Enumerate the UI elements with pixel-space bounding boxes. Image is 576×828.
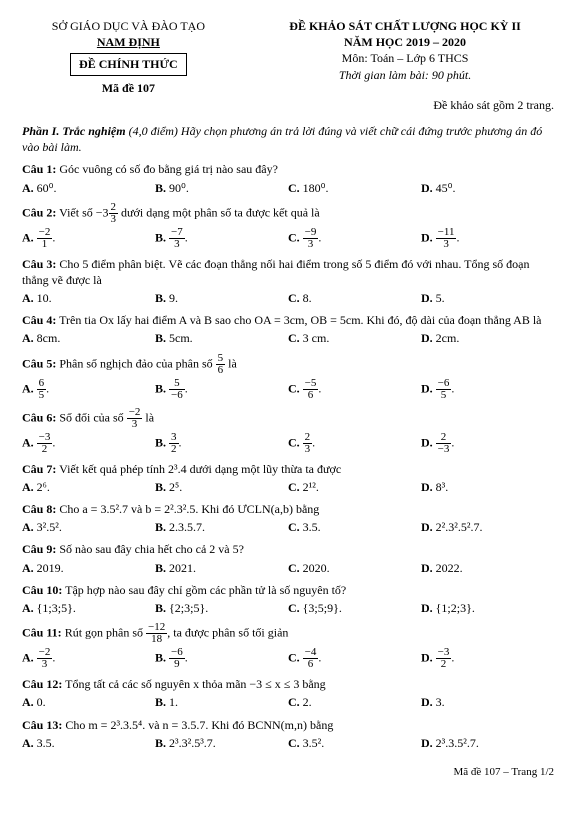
section-title: Phần I. Trắc nghiệm bbox=[22, 124, 126, 138]
page-footer: Mã đề 107 – Trang 1/2 bbox=[22, 765, 554, 780]
question-3: Câu 3: Cho 5 điểm phân biệt. Vẽ các đoạn… bbox=[22, 256, 554, 307]
exam-code: Mã đề 107 bbox=[22, 80, 235, 96]
question-2: Câu 2: Viết số −323 dưới dạng một phân s… bbox=[22, 202, 554, 250]
q11-pre: Rút gọn phân số bbox=[65, 625, 146, 639]
q3-options: A. 10. B. 9. C. 8. D. 5. bbox=[22, 290, 554, 306]
q1-text: Góc vuông có số đo bằng giá trị nào sau … bbox=[59, 162, 278, 176]
q11-options: A. −23. B. −69. C. −46. D. −32. bbox=[22, 647, 554, 670]
q12-options: A. 0. B. 1. C. 2. D. 3. bbox=[22, 694, 554, 710]
q6-options: A. −32. B. 32. C. 23. D. 2−3. bbox=[22, 432, 554, 455]
page-note: Đề khảo sát gồm 2 trang. bbox=[256, 97, 554, 113]
q10-options: A. {1;3;5}. B. {2;3;5}. C. {3;5;9}. D. {… bbox=[22, 600, 554, 616]
q2-post: dưới dạng một phân số ta được kết quả là bbox=[118, 205, 320, 219]
question-4: Câu 4: Trên tia Ox lấy hai điểm A và B s… bbox=[22, 312, 554, 346]
q8-text: Cho a = 3.5².7 và b = 2².3².5. Khi đó ƯC… bbox=[59, 502, 319, 516]
org-line2: NAM ĐỊNH bbox=[22, 34, 235, 50]
q5-post: là bbox=[225, 356, 237, 370]
q13-options: A. 3.5. B. 2³.3².5³.7. C. 3.5². D. 2³.3.… bbox=[22, 735, 554, 751]
q12-text: Tổng tất cả các số nguyên x thỏa mãn −3 … bbox=[65, 677, 326, 691]
q1-D: 45⁰. bbox=[436, 181, 456, 195]
header-left: SỞ GIÁO DỤC VÀ ĐÀO TẠO NAM ĐỊNH ĐỀ CHÍNH… bbox=[22, 18, 235, 113]
section-header: Phần I. Trắc nghiệm (4,0 điểm) Hãy chọn … bbox=[22, 123, 554, 155]
header: SỞ GIÁO DỤC VÀ ĐÀO TẠO NAM ĐỊNH ĐỀ CHÍNH… bbox=[22, 18, 554, 113]
q3-text: Cho 5 điểm phân biệt. Vẽ các đoạn thẳng … bbox=[22, 257, 530, 287]
subject-line: Môn: Toán – Lớp 6 THCS bbox=[256, 50, 554, 66]
header-right: ĐỀ KHẢO SÁT CHẤT LƯỢNG HỌC KỲ II NĂM HỌC… bbox=[256, 18, 554, 113]
q9-options: A. 2019. B. 2021. C. 2020. D. 2022. bbox=[22, 560, 554, 576]
question-1: Câu 1: Góc vuông có số đo bằng giá trị n… bbox=[22, 161, 554, 195]
question-7: Câu 7: Viết kết quả phép tính 2³.4 dưới … bbox=[22, 461, 554, 495]
official-box: ĐỀ CHÍNH THỨC bbox=[70, 53, 187, 75]
question-9: Câu 9: Số nào sau đây chia hết cho cả 2 … bbox=[22, 541, 554, 575]
question-6: Câu 6: Số đối của số −23 là A. −32. B. 3… bbox=[22, 407, 554, 455]
question-13: Câu 13: Cho m = 2³.3.5⁴. và n = 3.5.7. K… bbox=[22, 717, 554, 751]
question-10: Câu 10: Tập hợp nào sau đây chỉ gồm các … bbox=[22, 582, 554, 616]
q6-pre: Số đối của số bbox=[59, 410, 126, 424]
q2-options: A. −21. B. −73. C. −93. D. −113. bbox=[22, 227, 554, 250]
title-year: NĂM HỌC 2019 – 2020 bbox=[256, 34, 554, 50]
q11-post: , ta được phân số tối giản bbox=[167, 625, 288, 639]
org-line1: SỞ GIÁO DỤC VÀ ĐÀO TẠO bbox=[22, 18, 235, 34]
q9-text: Số nào sau đây chia hết cho cả 2 và 5? bbox=[59, 542, 244, 556]
q8-options: A. 3².5². B. 2.3.5.7. C. 3.5. D. 2².3².5… bbox=[22, 519, 554, 535]
q5-pre: Phân số nghịch đảo của phân số bbox=[59, 356, 215, 370]
q1-A: 60⁰. bbox=[37, 181, 57, 195]
question-8: Câu 8: Cho a = 3.5².7 và b = 2².3².5. Kh… bbox=[22, 501, 554, 535]
title-line1: ĐỀ KHẢO SÁT CHẤT LƯỢNG HỌC KỲ II bbox=[256, 18, 554, 34]
q4-options: A. 8cm. B. 5cm. C. 3 cm. D. 2cm. bbox=[22, 330, 554, 346]
q1-options: A. 60⁰. B. 90⁰. C. 180⁰. D. 45⁰. bbox=[22, 180, 554, 196]
q1-C: 180⁰. bbox=[303, 181, 329, 195]
q13-text: Cho m = 2³.3.5⁴. và n = 3.5.7. Khi đó BC… bbox=[65, 718, 333, 732]
q10-text: Tập hợp nào sau đây chỉ gồm các phần tử … bbox=[65, 583, 346, 597]
duration-line: Thời gian làm bài: 90 phút. bbox=[256, 67, 554, 83]
question-5: Câu 5: Phân số nghịch đảo của phân số 56… bbox=[22, 353, 554, 401]
q5-options: A. 65. B. 5−6. C. −56. D. −65. bbox=[22, 378, 554, 401]
question-11: Câu 11: Rút gọn phân số −1218, ta được p… bbox=[22, 622, 554, 670]
q7-options: A. 2⁶. B. 2⁵. C. 2¹². D. 8³. bbox=[22, 479, 554, 495]
q7-text: Viết kết quả phép tính 2³.4 dưới dạng mộ… bbox=[59, 462, 341, 476]
question-12: Câu 12: Tổng tất cả các số nguyên x thỏa… bbox=[22, 676, 554, 710]
q2-pre: Viết số −3 bbox=[59, 205, 108, 219]
q4-text: Trên tia Ox lấy hai điểm A và B sao cho … bbox=[59, 313, 541, 327]
q1-B: 90⁰. bbox=[169, 181, 189, 195]
q6-post: là bbox=[142, 410, 154, 424]
